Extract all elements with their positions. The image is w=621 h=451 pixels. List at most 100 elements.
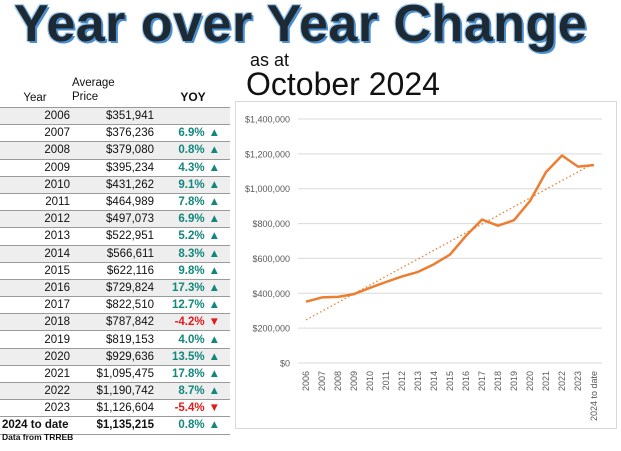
row-year: 2006 [0,106,72,125]
row-price: $1,126,604 [72,399,158,417]
arrow-up-icon: ▲ [208,264,220,277]
row-yoy: 0.8% ▲ [158,141,230,160]
table-row: 2019 $819,153 4.0% ▲ [0,330,230,349]
table-header-row: Year Average Price YOY [0,76,230,108]
row-price: $1,095,475 [72,364,158,383]
row-yoy [158,106,230,125]
row-price: $431,262 [72,175,158,194]
row-price: $351,941 [72,106,158,125]
row-price: $1,135,215 [72,416,158,435]
row-year: 2016 [0,278,72,297]
row-yoy: 5.2% ▲ [158,227,230,245]
trendline [305,162,595,321]
y-tick-label: $200,000 [252,324,290,334]
row-price: $379,080 [72,141,158,160]
row-yoy: 4.3% ▲ [158,158,230,177]
row-yoy: -4.2% ▼ [158,313,230,331]
yoy-percent: 8.7% [178,385,205,398]
x-tick-label: 2011 [381,371,391,390]
row-price: $376,236 [72,124,158,142]
table-row: 2007 $376,236 6.9% ▲ [0,124,230,142]
table-row: 2024 to date $1,135,215 0.8% ▲ [0,416,230,435]
arrow-down-icon: ▼ [208,316,220,329]
x-tick-label: 2010 [365,371,375,391]
yoy-percent: -4.2% [174,316,205,329]
row-year: 2017 [0,296,72,314]
page-title: Year over Year Change [14,0,588,53]
row-year: 2012 [0,210,72,228]
yoy-percent: 13.5% [172,350,205,363]
col-header-yoy: YOY [180,90,206,104]
row-price: $1,190,742 [72,381,158,400]
yoy-percent: 6.9% [178,127,205,140]
arrow-up-icon: ▲ [208,213,220,226]
row-year: 2015 [0,261,72,280]
col-header-price: Average Price [72,76,158,108]
row-year: 2010 [0,175,72,194]
row-yoy: 8.3% ▲ [158,244,230,263]
table-row: 2020 $929,636 13.5% ▲ [0,347,230,366]
row-year: 2007 [0,124,72,142]
yoy-percent: -5.4% [174,402,205,415]
y-tick-label: $400,000 [252,289,290,299]
x-tick-label: 2021 [541,371,551,391]
row-year: 2019 [0,330,72,349]
row-price: $464,989 [72,192,158,211]
arrow-up-icon: ▲ [208,196,220,209]
y-tick-label: $1,200,000 [245,149,290,159]
as-at-label: as at [250,50,290,70]
yoy-percent: 0.8% [178,419,205,432]
x-tick-label: 2018 [493,371,503,391]
x-tick-label: 2006 [301,371,311,391]
row-price: $819,153 [72,330,158,349]
y-tick-label: $600,000 [252,254,290,264]
yoy-percent: 5.2% [178,230,205,243]
arrow-up-icon: ▲ [208,281,220,294]
x-tick-label: 2015 [445,371,455,391]
row-year: 2009 [0,158,72,177]
row-year: 2023 [0,399,72,417]
row-year: 2020 [0,347,72,366]
row-yoy: 9.8% ▲ [158,261,230,280]
table-body: 2006 $351,941 2007 $376,236 6.9% ▲ 2008 $379,08… [0,106,230,435]
yoy-percent: 4.0% [178,333,205,346]
row-yoy: 7.8% ▲ [158,192,230,211]
price-table: Year Average Price YOY 2006 $351,941 2007 $… [0,76,230,435]
table-row: 2014 $566,611 8.3% ▲ [0,244,230,263]
yoy-percent: 12.7% [172,299,205,312]
x-tick-label: 2014 [429,371,439,391]
x-tick-label: 2024 to date [589,371,599,421]
col-header-year: Year [23,92,47,104]
arrow-up-icon: ▲ [208,144,220,157]
yoy-percent: 4.3% [178,161,205,174]
arrow-up-icon: ▲ [208,178,220,191]
table-row: 2013 $522,951 5.2% ▲ [0,227,230,245]
yoy-percent: 17.3% [172,281,205,294]
x-tick-label: 2016 [461,371,471,391]
row-yoy: 17.8% ▲ [158,364,230,383]
arrow-up-icon: ▲ [208,230,220,243]
x-tick-label: 2019 [509,371,519,391]
table-row: 2017 $822,510 12.7% ▲ [0,296,230,314]
row-year: 2018 [0,313,72,331]
col-header-price-line1: Average [72,77,115,89]
row-year: 2011 [0,192,72,211]
yoy-percent: 6.9% [178,213,205,226]
row-price: $822,510 [72,296,158,314]
y-tick-label: $800,000 [252,219,290,229]
yoy-percent: 9.8% [178,264,205,277]
y-tick-label: $1,400,000 [245,115,290,125]
table-row: 2022 $1,190,742 8.7% ▲ [0,381,230,400]
x-tick-label: 2013 [413,371,423,391]
arrow-up-icon: ▲ [208,350,220,363]
row-yoy: 0.8% ▲ [158,416,230,435]
row-price: $787,842 [72,313,158,331]
price-line-chart: $0 $200,000 $400,000 $600,000 $800,000 $1,000… [245,115,602,421]
table-row: 2023 $1,126,604 -5.4% ▼ [0,399,230,417]
row-price: $622,116 [72,261,158,280]
row-price: $929,636 [72,347,158,366]
arrow-up-icon: ▲ [208,127,220,140]
row-yoy: 6.9% ▲ [158,210,230,228]
row-price: $497,073 [72,210,158,228]
yoy-percent: 8.3% [178,247,205,260]
